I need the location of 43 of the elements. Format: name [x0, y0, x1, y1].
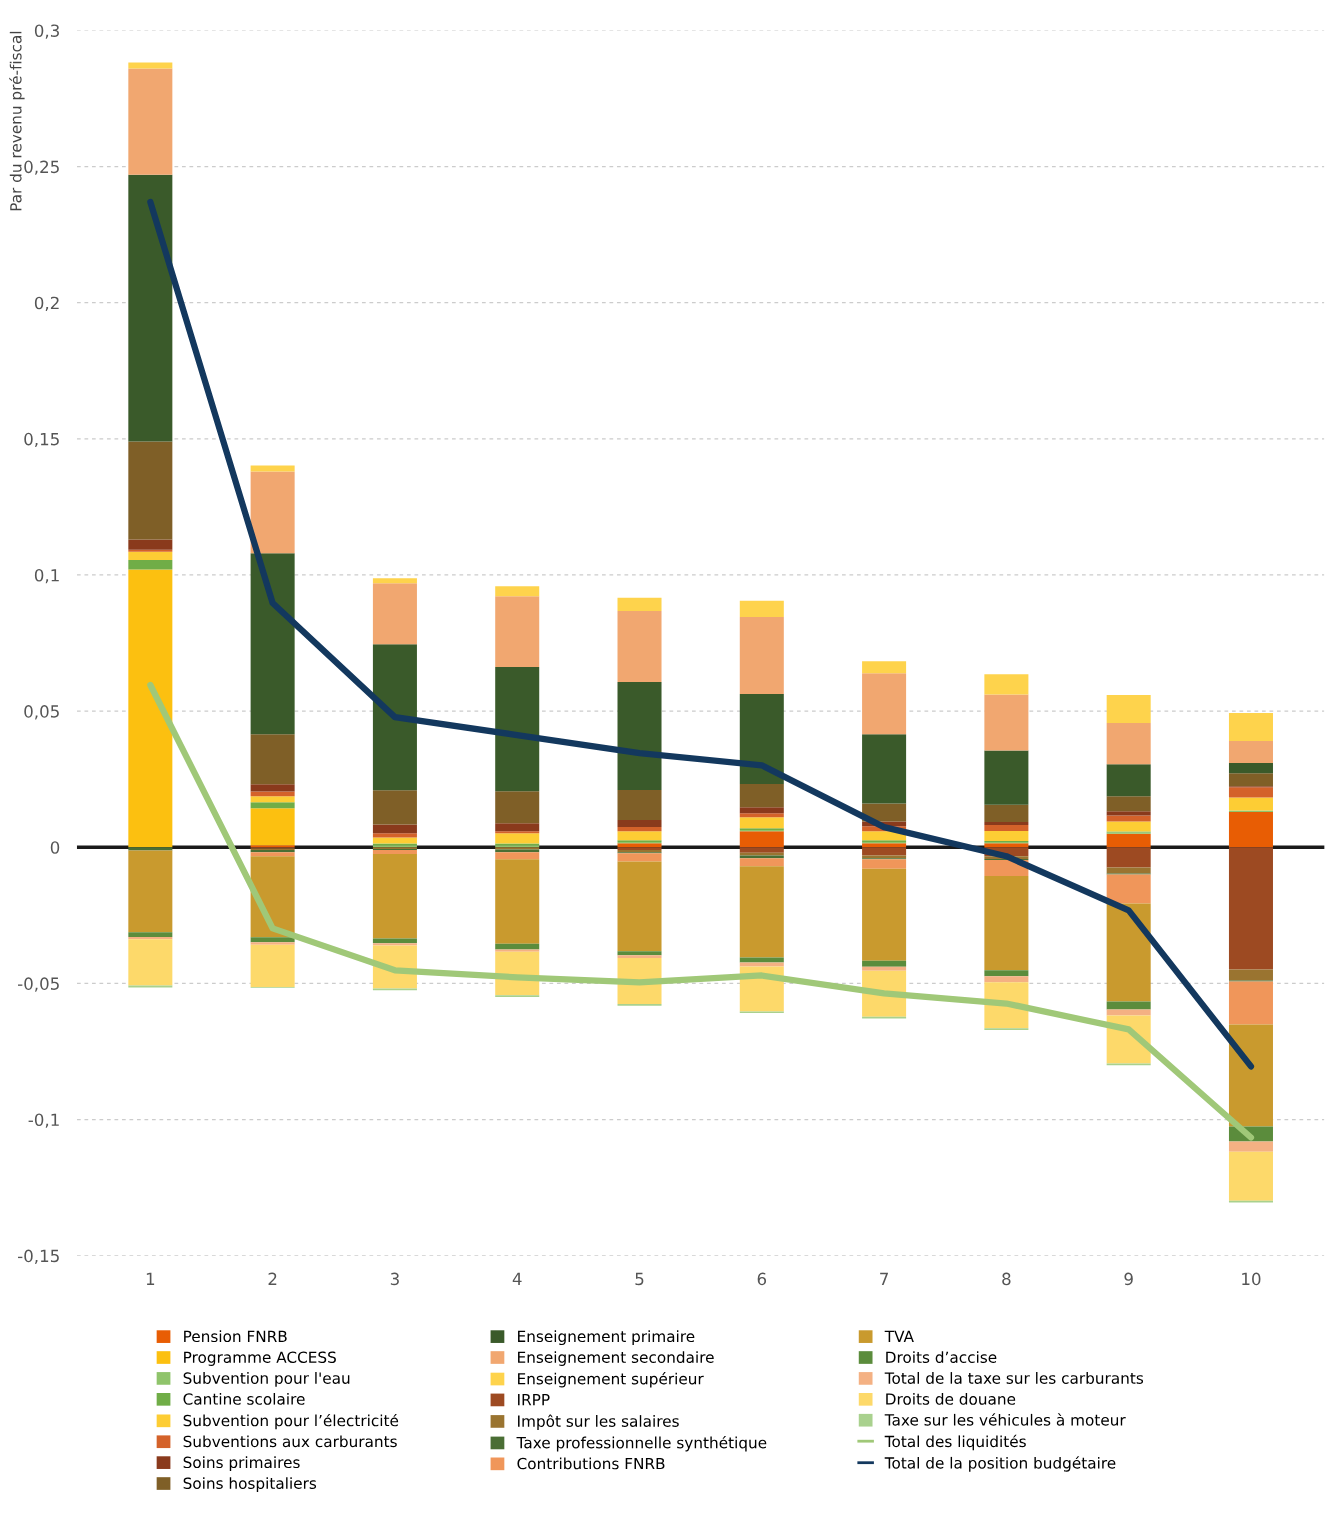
y-tick-label: 0,3: [34, 24, 59, 39]
x-tick-label: 9: [1124, 1272, 1133, 1286]
legend-label: Subvention pour l'eau: [183, 1372, 350, 1387]
legend-label: Programme ACCESS: [184, 1351, 336, 1366]
legend-label: Taxe sur les véhicules à moteur: [884, 1413, 1126, 1426]
legend-label: Enseignement secondaire: [518, 1351, 714, 1366]
legend-label: IRPP: [518, 1394, 550, 1406]
x-tick-label: 4: [512, 1272, 522, 1285]
legend-label: Impôt sur les salaires: [518, 1414, 679, 1430]
y-tick-label: 0,25: [24, 160, 59, 175]
y-tick-label: 0,1: [34, 568, 59, 584]
legend-label: Pension FNRB: [184, 1330, 287, 1343]
x-tick-label: 5: [635, 1272, 644, 1286]
y-tick-label: -0,05: [17, 977, 59, 992]
x-tick-label: 10: [1242, 1272, 1261, 1286]
y-tick-label: -0,15: [17, 1249, 59, 1264]
legend-label: Droits de douane: [886, 1392, 1016, 1405]
legend-label: Enseignement supérieur: [518, 1372, 704, 1388]
y-tick-label: 0,2: [34, 296, 59, 311]
legend-label: Droits d’accise: [886, 1351, 997, 1364]
legend-label: Total de la taxe sur les carburants: [884, 1372, 1144, 1384]
legend-label: TVA: [884, 1330, 914, 1342]
legend-label: Soins primaires: [183, 1456, 300, 1472]
legend-label: Total de la position budgétaire: [884, 1456, 1116, 1472]
legend-label: Total des liquidités: [884, 1434, 1026, 1451]
x-tick-label: 7: [880, 1272, 888, 1285]
x-tick-label: 6: [757, 1272, 767, 1286]
legend-label: Taxe professionnelle synthétique: [516, 1435, 767, 1452]
x-tick-label: 2: [268, 1272, 277, 1285]
x-tick-label: 8: [1002, 1272, 1011, 1286]
legend-label: Soins hospitaliers: [183, 1477, 317, 1492]
y-tick-label: 0,05: [24, 705, 59, 720]
y-axis-title: Par du revenu pré-fiscal: [9, 31, 25, 211]
x-tick-label: 3: [390, 1272, 399, 1286]
y-tick-label: -0,1: [28, 1113, 59, 1128]
y-tick-label: 0: [50, 841, 60, 854]
legend-label: Subventions aux carburants: [183, 1435, 397, 1448]
legend-label: Enseignement primaire: [518, 1330, 695, 1346]
legend-label: Subvention pour l’électricité: [183, 1413, 399, 1430]
x-tick-label: 1: [146, 1272, 155, 1285]
legend-label: Cantine scolaire: [183, 1392, 305, 1405]
y-tick-label: 0,15: [24, 432, 59, 448]
legend-label: Contributions FNRB: [517, 1457, 665, 1470]
